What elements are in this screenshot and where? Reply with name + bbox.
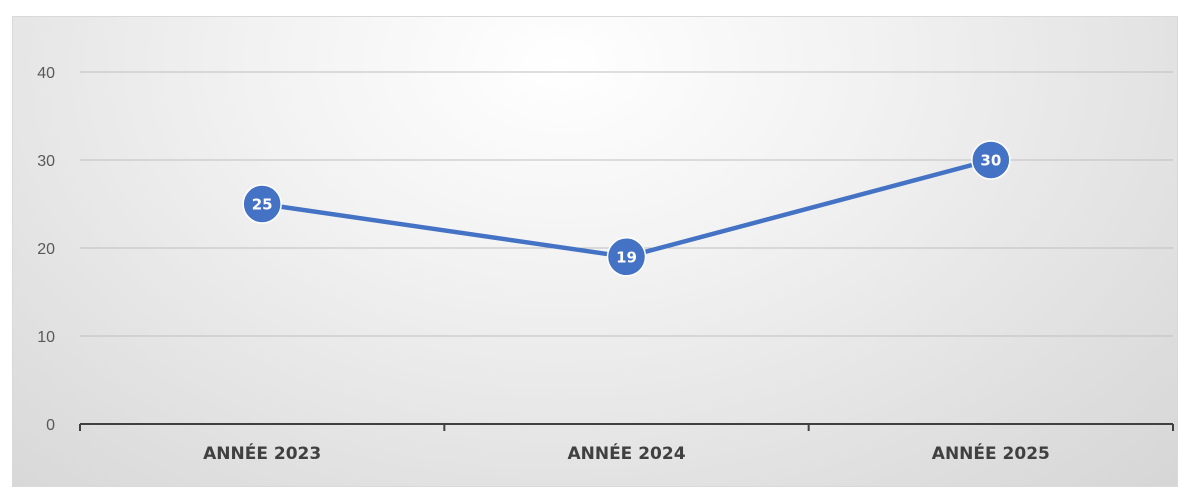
y-tick-label: 30 [37, 153, 55, 170]
data-point [242, 184, 282, 224]
line-chart: 0 10 20 30 40 ANNÉE 2023 ANNÉE 2024 ANNÉE 2025 2… [37, 65, 1174, 464]
x-tick-label: ANNÉE 2024 [567, 442, 685, 464]
x-tick-label: ANNÉE 2025 [932, 442, 1050, 464]
data-point [971, 140, 1011, 180]
y-tick-label: 0 [46, 417, 55, 434]
y-tick-label: 10 [37, 329, 55, 346]
y-tick-label: 40 [37, 65, 55, 82]
chart-area: 0 10 20 30 40 ANNÉE 2023 ANNÉE 2024 ANNÉE 2025 2… [12, 16, 1178, 487]
data-point [606, 237, 647, 277]
x-tick-label: ANNÉE 2023 [203, 442, 321, 464]
data-label: 30 [980, 152, 1001, 170]
data-label: 19 [616, 248, 637, 266]
data-label: 25 [252, 196, 273, 214]
y-tick-label: 20 [37, 241, 55, 258]
